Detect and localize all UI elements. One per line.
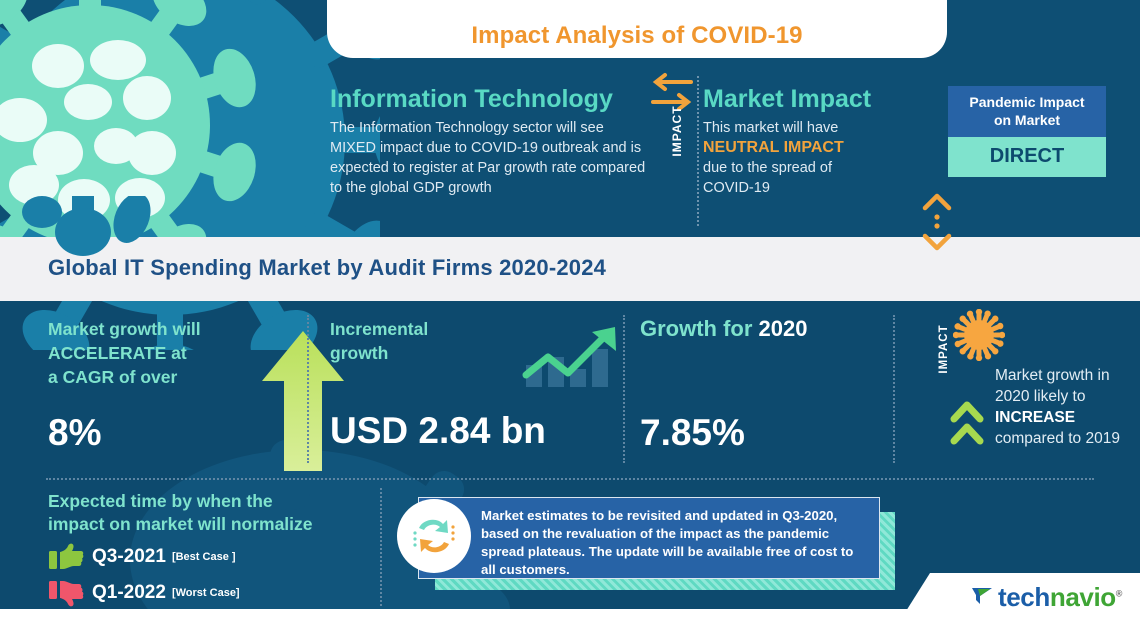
technavio-flag-icon — [970, 583, 994, 612]
kpi-cagr-value: 8% — [48, 412, 102, 453]
expected-best-case-label: [Best Case ] — [171, 551, 236, 563]
refresh-cycle-icon — [397, 499, 471, 573]
pandemic-impact-title: Pandemic Impact on Market — [948, 86, 1106, 137]
thumbs-up-icon — [48, 542, 84, 572]
arrow-up-icon — [260, 329, 346, 471]
thumbs-down-icon — [48, 578, 84, 608]
kpi-growth-label: Growth for 2020 — [640, 317, 885, 341]
covid-virus-band-decoration-icon — [10, 196, 160, 301]
kpi-cagr-label: Market growth will ACCELERATE at a CAGR … — [48, 317, 298, 389]
pandemic-impact-title-line2: on Market — [993, 112, 1061, 128]
sector-name: Information Technology — [330, 85, 613, 113]
sector-description: The Information Technology sector will s… — [330, 120, 646, 196]
market-impact-line3: COVID-19 — [703, 180, 770, 196]
kpi-impact-label: IMPACT — [938, 324, 950, 374]
expected-worst-quarter: Q1-2022 — [92, 582, 166, 603]
kpi-separator-1 — [307, 315, 309, 463]
expected-worst-case-label: [Worst Case] — [171, 587, 240, 599]
kpi-impact-text-line1: Market growth in — [995, 367, 1110, 384]
market-impact-highlight: NEUTRAL IMPACT — [703, 139, 844, 156]
logo-wedge — [896, 573, 1140, 627]
bottom-separator — [46, 478, 1094, 480]
header-row: Information Technology The Information T… — [0, 62, 1140, 251]
pandemic-impact-box: Pandemic Impact on Market DIRECT — [948, 86, 1106, 177]
logo-trademark: ® — [1115, 588, 1123, 599]
kpi-impact-2020: IMPACT — [925, 303, 1125, 475]
pandemic-impact-value: DIRECT — [948, 137, 1106, 177]
kpi-incremental-value: USD 2.84 bn — [330, 410, 546, 451]
impact-divider: IMPACT — [651, 73, 701, 226]
page-title: Impact Analysis of COVID-19 — [471, 22, 803, 49]
kpi-growth-label-prefix: Growth for — [640, 316, 759, 341]
expected-row-worst-case: Q1-2022 [Worst Case] — [48, 578, 378, 608]
kpi-growth-2020: Growth for 2020 7.85% — [640, 303, 885, 475]
expected-heading-line1: Expected time by when the — [48, 491, 273, 511]
kpi-impact-text-line2: 2020 likely to — [995, 388, 1086, 405]
double-chevron-up-icon — [949, 395, 985, 449]
expected-normalization-block: Expected time by when the impact on mark… — [48, 490, 378, 608]
logo-text-tech: tech — [997, 582, 1050, 612]
callout-text: Market estimates to be revisited and upd… — [481, 508, 854, 577]
market-impact-heading: Market Impact — [703, 85, 872, 113]
impact-divider-line — [697, 76, 699, 226]
sector-information-technology: Information Technology The Information T… — [330, 84, 648, 198]
covid-virus-icon — [952, 308, 1006, 362]
kpi-cagr-label-line1: Market growth will — [48, 319, 201, 339]
logo-text-navio: navio — [1049, 582, 1116, 612]
expected-row-best-case: Q3-2021 [Best Case ] — [48, 542, 378, 572]
market-estimates-callout: Market estimates to be revisited and upd… — [397, 497, 880, 579]
kpi-impact-text-bold: INCREASE — [995, 409, 1076, 426]
kpi-separator-2 — [623, 315, 625, 463]
kpi-strip: Market growth will ACCELERATE at a CAGR … — [0, 303, 1140, 475]
expected-heading: Expected time by when the impact on mark… — [48, 490, 378, 536]
main-title-plaque: Impact Analysis of COVID-19 — [327, 0, 947, 58]
kpi-impact-text: Market growth in 2020 likely to INCREASE… — [995, 365, 1140, 449]
kpi-cagr-label-line2: ACCELERATE at — [48, 343, 187, 363]
kpi-incremental-label: Incremental growth — [330, 317, 600, 365]
kpi-cagr-label-line3: a CAGR of over — [48, 367, 178, 387]
market-impact-line2: due to the spread of — [703, 160, 832, 176]
expected-heading-line2: impact on market will normalize — [48, 514, 313, 534]
kpi-cagr: Market growth will ACCELERATE at a CAGR … — [48, 303, 344, 475]
kpi-incremental-label-line1: Incremental — [330, 319, 429, 339]
bottom-vertical-divider — [380, 488, 382, 606]
kpi-growth-value: 7.85% — [640, 412, 745, 453]
report-title: Global IT Spending Market by Audit Firms… — [48, 255, 607, 280]
growth-chart-icon — [520, 323, 625, 393]
up-down-chevron-icon — [920, 192, 954, 252]
expected-best-quarter: Q3-2021 — [92, 546, 166, 567]
pandemic-impact-title-line1: Pandemic Impact — [969, 94, 1085, 110]
kpi-growth-label-year: 2020 — [758, 316, 808, 341]
kpi-incremental-label-line2: growth — [330, 343, 389, 363]
kpi-incremental-growth: Incremental growth USD 2.84 bn — [330, 303, 616, 475]
footer-bar — [0, 609, 1140, 627]
kpi-impact-text-line3: compared to 2019 — [995, 430, 1120, 447]
kpi-separator-3 — [893, 315, 895, 463]
technavio-logo-text: technavio® — [998, 582, 1122, 613]
sector-market-impact: Market Impact This market will have NEUT… — [703, 84, 918, 198]
market-impact-line1: This market will have — [703, 120, 839, 136]
report-title-band — [0, 237, 1140, 301]
impact-label: IMPACT — [670, 105, 684, 157]
technavio-logo[interactable]: technavio® — [970, 582, 1122, 613]
